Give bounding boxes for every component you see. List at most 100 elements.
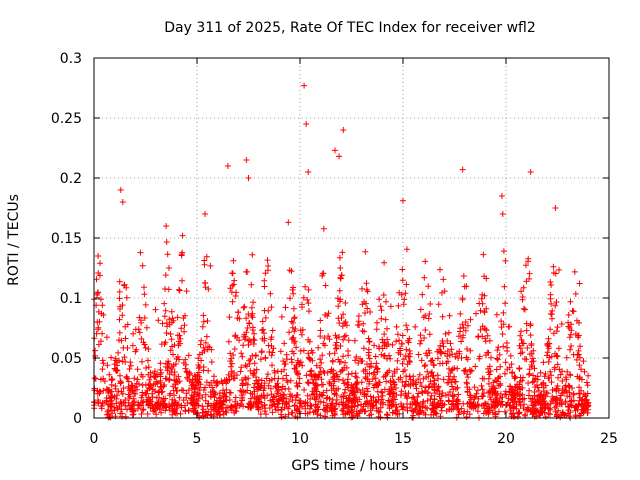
data-point <box>386 386 393 393</box>
data-point <box>433 403 440 410</box>
data-point <box>401 383 408 390</box>
data-point <box>507 383 513 390</box>
data-point <box>205 400 211 407</box>
data-point <box>320 225 327 232</box>
data-point <box>166 265 172 271</box>
data-point <box>99 330 106 337</box>
data-point <box>508 396 515 403</box>
data-point <box>381 339 388 346</box>
data-point <box>319 392 326 399</box>
data-point <box>278 406 285 413</box>
data-point <box>127 359 134 366</box>
data-point <box>509 370 515 376</box>
data-point <box>122 323 129 330</box>
data-point <box>379 401 386 408</box>
data-point <box>556 366 563 373</box>
data-point <box>359 327 366 334</box>
data-point <box>344 398 351 405</box>
data-point <box>458 338 465 345</box>
data-point <box>485 405 492 412</box>
data-point <box>250 341 257 347</box>
data-point <box>355 313 362 319</box>
data-point <box>166 316 173 323</box>
data-point <box>275 375 282 382</box>
data-point <box>95 324 102 331</box>
data-point <box>439 400 446 407</box>
data-point <box>575 347 582 354</box>
data-point <box>109 410 116 417</box>
data-point <box>430 399 437 406</box>
data-point <box>547 400 554 407</box>
data-point <box>239 382 246 389</box>
data-point <box>250 384 257 391</box>
data-point <box>448 346 455 353</box>
data-point <box>227 350 234 357</box>
data-point <box>435 301 442 308</box>
data-point <box>202 339 209 346</box>
data-point <box>360 320 367 327</box>
data-point <box>255 404 262 411</box>
data-point <box>477 307 484 314</box>
data-point <box>216 399 223 406</box>
data-point <box>382 316 389 323</box>
data-point <box>203 333 210 340</box>
data-point <box>126 385 133 392</box>
data-point <box>547 411 553 418</box>
data-point <box>421 335 428 341</box>
data-point <box>339 249 346 256</box>
data-point <box>299 304 305 311</box>
data-point <box>305 379 312 386</box>
data-point <box>463 379 470 386</box>
data-point <box>236 315 243 322</box>
data-point <box>249 391 256 398</box>
data-point <box>351 337 358 344</box>
data-point <box>116 316 123 323</box>
data-point <box>362 310 368 316</box>
data-point <box>303 121 310 127</box>
data-point <box>421 388 428 394</box>
data-point <box>455 411 462 418</box>
data-point <box>451 373 458 380</box>
data-point <box>391 370 398 377</box>
data-point <box>97 338 104 345</box>
data-point <box>422 384 429 391</box>
data-point <box>406 358 413 364</box>
data-point <box>426 311 433 317</box>
data-point <box>391 396 398 403</box>
data-point <box>426 331 433 338</box>
data-point <box>472 363 479 370</box>
data-point <box>104 362 111 369</box>
data-point <box>462 327 469 334</box>
data-point <box>222 393 229 400</box>
data-point <box>280 395 287 402</box>
data-point <box>261 283 268 290</box>
data-point <box>373 360 380 367</box>
data-point <box>125 378 132 385</box>
data-point <box>317 364 323 371</box>
data-point <box>481 375 488 382</box>
data-point <box>150 405 157 412</box>
data-point <box>196 384 202 391</box>
data-point <box>329 358 336 365</box>
data-point <box>524 407 531 414</box>
data-point <box>480 251 487 258</box>
data-point <box>317 333 324 340</box>
data-point <box>305 300 312 307</box>
data-point <box>476 355 483 362</box>
data-point <box>485 389 492 396</box>
data-point <box>415 376 422 383</box>
data-point <box>262 314 269 321</box>
data-point <box>578 366 585 373</box>
data-point <box>547 368 554 375</box>
data-point <box>537 402 544 409</box>
data-point <box>214 380 221 387</box>
data-point <box>240 342 247 349</box>
data-point <box>482 335 489 342</box>
data-point <box>280 358 287 365</box>
data-point <box>398 388 405 395</box>
data-point <box>183 390 190 397</box>
data-point <box>520 284 527 291</box>
data-point <box>278 386 285 393</box>
data-point <box>584 382 591 389</box>
data-point <box>340 353 347 360</box>
